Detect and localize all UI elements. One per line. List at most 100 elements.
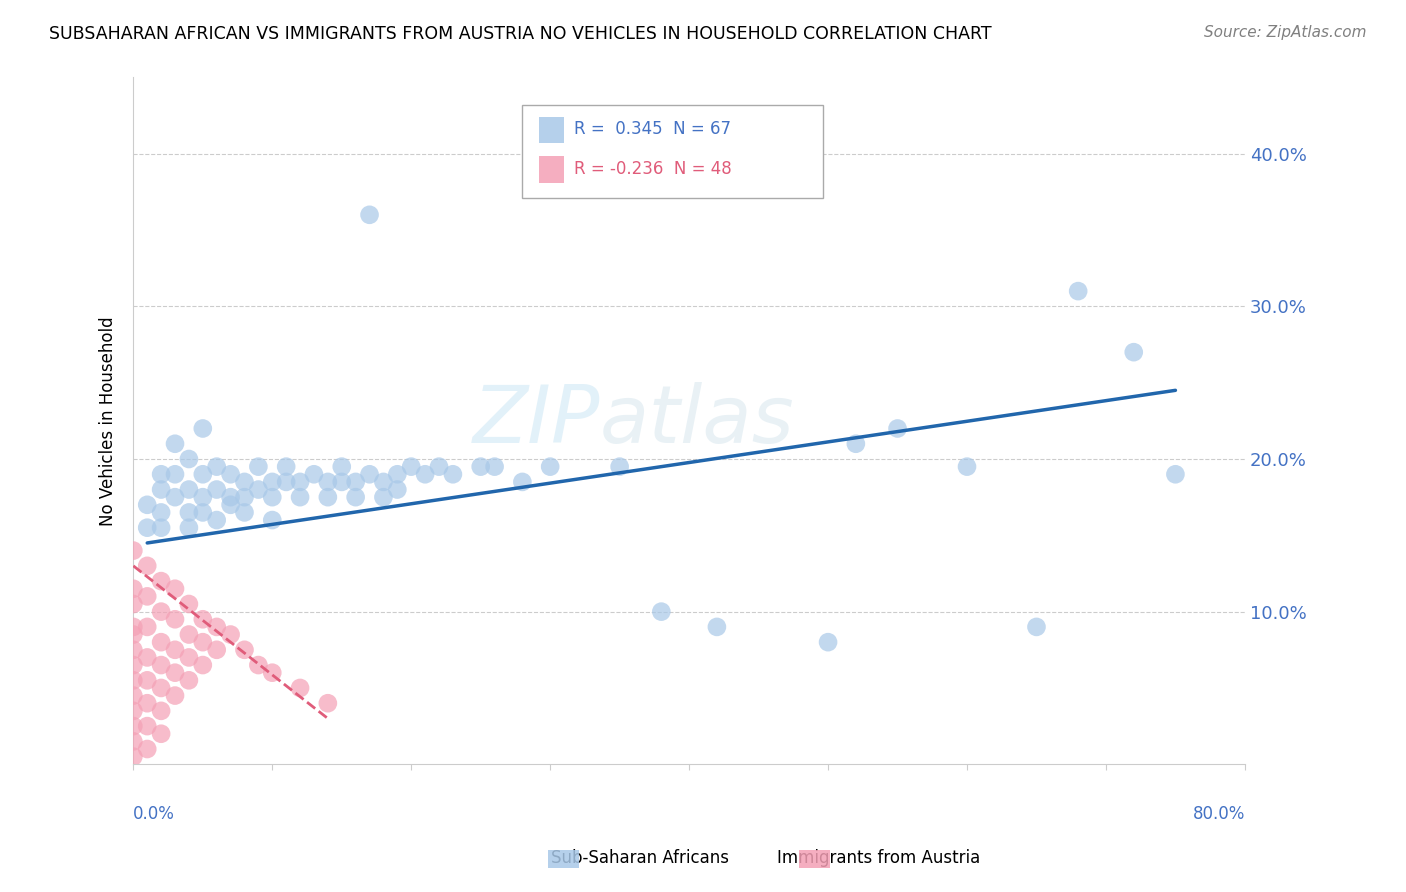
Point (163, 490, 186, 504)
Text: SUBSAHARAN AFRICAN VS IMMIGRANTS FROM AUSTRIA NO VEHICLES IN HOUSEHOLD CORRELATI: SUBSAHARAN AFRICAN VS IMMIGRANTS FROM AU… (49, 25, 991, 43)
Point (441, 467, 464, 482)
Point (330, 475, 353, 489)
Point (177, 452, 200, 467)
Point (136, 558, 159, 573)
Point (219, 490, 242, 504)
Text: R =  0.345  N = 67: R = 0.345 N = 67 (574, 120, 731, 138)
Point (150, 605, 173, 619)
Point (219, 467, 242, 482)
Point (191, 505, 214, 519)
Point (150, 574, 173, 588)
Point (344, 475, 367, 489)
Point (470, 459, 492, 474)
Point (122, 620, 145, 634)
Point (150, 467, 173, 482)
Point (177, 505, 200, 519)
Point (136, 673, 159, 688)
Point (122, 582, 145, 596)
Point (122, 658, 145, 673)
Point (373, 490, 395, 504)
Point (177, 673, 200, 688)
Point (205, 513, 228, 527)
Point (1164, 467, 1187, 482)
Point (205, 483, 228, 497)
Point (150, 505, 173, 519)
Point (205, 620, 228, 634)
Point (387, 483, 409, 497)
Point (205, 642, 228, 657)
Point (205, 459, 228, 474)
Point (219, 627, 242, 641)
Point (136, 620, 159, 634)
Point (484, 459, 506, 474)
Point (136, 719, 159, 733)
Text: ZIP: ZIP (472, 382, 600, 460)
Point (845, 436, 868, 450)
Point (122, 597, 145, 611)
Point (373, 475, 395, 489)
Point (262, 665, 284, 680)
Point (191, 490, 214, 504)
Point (163, 467, 186, 482)
Point (288, 475, 311, 489)
Point (163, 582, 186, 596)
Point (1067, 284, 1090, 298)
Point (177, 597, 200, 611)
Point (150, 658, 173, 673)
Point (191, 658, 214, 673)
Point (247, 658, 270, 673)
Point (150, 635, 173, 649)
Point (262, 490, 284, 504)
Point (247, 483, 270, 497)
Point (359, 208, 381, 222)
Text: R = -0.236  N = 48: R = -0.236 N = 48 (574, 160, 731, 178)
Point (330, 459, 353, 474)
Text: Sub-Saharan Africans: Sub-Saharan Africans (551, 849, 728, 867)
Text: Source: ZipAtlas.com: Source: ZipAtlas.com (1204, 25, 1367, 40)
Point (122, 627, 145, 641)
Point (262, 513, 284, 527)
Point (122, 689, 145, 703)
Point (276, 459, 298, 474)
Point (122, 749, 145, 764)
Point (387, 467, 409, 482)
Point (136, 650, 159, 665)
Point (177, 627, 200, 641)
Point (247, 459, 270, 474)
Point (817, 635, 839, 649)
Point (122, 719, 145, 733)
Point (163, 689, 186, 703)
Point (163, 612, 186, 626)
Point (150, 727, 173, 741)
Point (288, 681, 311, 695)
Point (413, 467, 436, 482)
Point (650, 605, 672, 619)
Point (316, 490, 339, 504)
Point (150, 681, 173, 695)
Point (359, 467, 381, 482)
Point (886, 421, 908, 435)
Text: 0.0%: 0.0% (134, 805, 176, 823)
Point (122, 642, 145, 657)
Point (122, 734, 145, 748)
Point (956, 459, 979, 474)
Point (177, 483, 200, 497)
Text: 80.0%: 80.0% (1192, 805, 1244, 823)
Point (136, 590, 159, 604)
Point (276, 475, 298, 489)
Point (191, 612, 214, 626)
Point (122, 673, 145, 688)
Point (136, 742, 159, 756)
Point (344, 490, 367, 504)
Point (1122, 345, 1144, 359)
Point (163, 642, 186, 657)
Point (177, 650, 200, 665)
Point (163, 436, 186, 450)
Point (122, 704, 145, 718)
Text: Immigrants from Austria: Immigrants from Austria (778, 849, 980, 867)
Point (136, 696, 159, 710)
Point (150, 483, 173, 497)
Point (191, 467, 214, 482)
Point (262, 475, 284, 489)
Point (177, 521, 200, 535)
